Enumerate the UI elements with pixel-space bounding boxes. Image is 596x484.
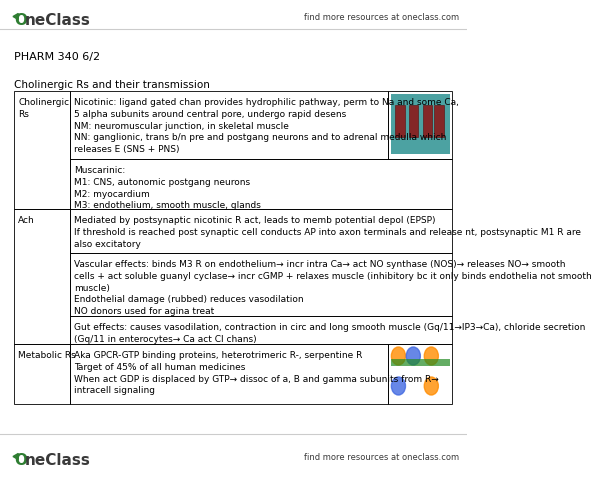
Text: Cholinergic
Rs: Cholinergic Rs	[18, 98, 69, 119]
Bar	[70, 210, 452, 254]
Text: Muscarinic:
M1: CNS, autonomic postgang neurons
M2: myocardium
M3: endothelium, : Muscarinic: M1: CNS, autonomic postgang …	[74, 166, 261, 210]
Circle shape	[406, 348, 420, 365]
Bar	[14, 344, 70, 404]
Bar	[70, 344, 388, 404]
Text: O: O	[14, 13, 27, 28]
Bar	[70, 160, 452, 210]
Text: Metabolic Rs: Metabolic Rs	[18, 350, 76, 359]
Bar	[390, 95, 450, 155]
Text: Mediated by postsynaptic nicotinic R act, leads to memb potential depol (EPSP)
I: Mediated by postsynaptic nicotinic R act…	[74, 215, 581, 248]
Text: Aka GPCR-GTP binding proteins, heterotrimeric R-, serpentine R
Target of 45% of : Aka GPCR-GTP binding proteins, heterotri…	[74, 350, 439, 394]
Circle shape	[392, 348, 405, 365]
Bar	[395, 106, 405, 138]
Bar	[70, 317, 452, 344]
Bar	[70, 254, 452, 317]
Bar	[409, 106, 418, 138]
Text: Cholinergic Rs and their transmission: Cholinergic Rs and their transmission	[14, 80, 210, 90]
Text: Gut effects: causes vasodilation, contraction in circ and long smooth muscle (Gq: Gut effects: causes vasodilation, contra…	[74, 322, 586, 343]
Circle shape	[424, 377, 438, 395]
Text: Ach: Ach	[18, 215, 35, 225]
Circle shape	[424, 348, 438, 365]
Text: O: O	[14, 452, 27, 467]
Text: Nicotinic: ligand gated chan provides hydrophilic pathway, perm to Na and some C: Nicotinic: ligand gated chan provides hy…	[74, 98, 460, 154]
Bar	[388, 344, 452, 404]
Circle shape	[392, 377, 405, 395]
Bar	[388, 92, 452, 160]
Bar	[434, 106, 444, 138]
Text: Vascular effects: binds M3 R on endothelium→ incr intra Ca→ act NO synthase (NOS: Vascular effects: binds M3 R on endothel…	[74, 259, 592, 316]
Bar	[14, 92, 70, 210]
Text: find more resources at oneclass.com: find more resources at oneclass.com	[303, 13, 459, 22]
Text: neClass: neClass	[25, 13, 91, 28]
Bar	[70, 92, 388, 160]
Bar	[390, 359, 450, 366]
Text: neClass: neClass	[25, 452, 91, 467]
Bar	[14, 210, 70, 344]
Text: find more resources at oneclass.com: find more resources at oneclass.com	[303, 452, 459, 461]
Bar	[423, 106, 432, 138]
Text: PHARM 340 6/2: PHARM 340 6/2	[14, 52, 100, 62]
